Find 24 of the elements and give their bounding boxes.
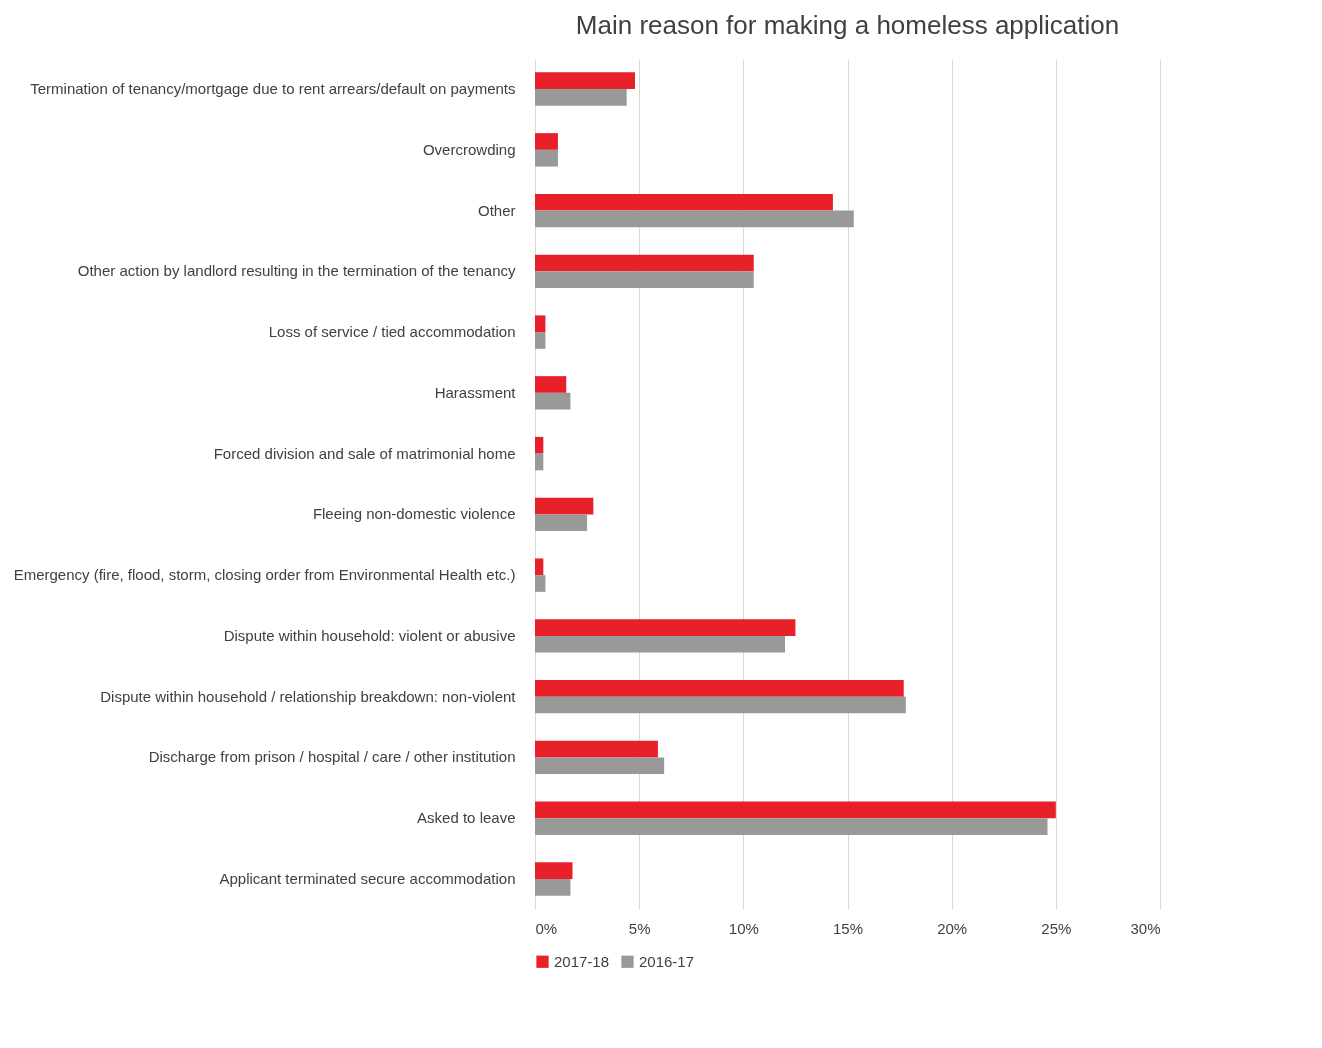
y-tick-label: Harassment (434, 383, 517, 401)
y-tick-label: Emergency (fire, flood, storm, closing order from Environmental Health etc.) (13, 566, 516, 584)
y-tick-label: Overcrowding (422, 140, 516, 158)
y-tick-label: Forced division and sale of matrimonial home (213, 444, 516, 462)
y-tick-label: Termination of tenancy/mortgage due to rent arrears/default on payments (30, 80, 516, 98)
x-tick-label: 5% (628, 919, 651, 937)
y-tick-label: Other (477, 201, 516, 219)
x-tick-label: 25% (1041, 919, 1072, 937)
x-tick-label: 10% (728, 919, 759, 937)
y-tick-label: Asked to leave (417, 809, 516, 827)
x-tick-label: 30% (1130, 919, 1161, 937)
chart-title: Main reason for making a homeless application (575, 10, 1120, 40)
y-tick-label: Other action by landlord resulting in the termination of the tenancy (77, 262, 516, 280)
y-tick-label: Discharge from prison / hospital / care / other institution (148, 748, 516, 766)
y-tick-label: Dispute within household / relationship breakdown: non-violent (100, 687, 517, 705)
legend-label: 2017-18 (554, 952, 610, 970)
y-tick-label: Dispute within household: violent or abusive (223, 626, 516, 644)
x-tick-label: 0% (535, 919, 558, 937)
x-tick-label: 15% (832, 919, 864, 937)
x-tick-label: 20% (937, 919, 968, 937)
legend-label: 2016-17 (639, 952, 695, 970)
y-tick-label: Loss of service / tied accommodation (268, 323, 516, 341)
y-tick-label: Fleeing non-domestic violence (312, 505, 516, 523)
y-tick-label: Applicant terminated secure accommodation (219, 869, 516, 887)
